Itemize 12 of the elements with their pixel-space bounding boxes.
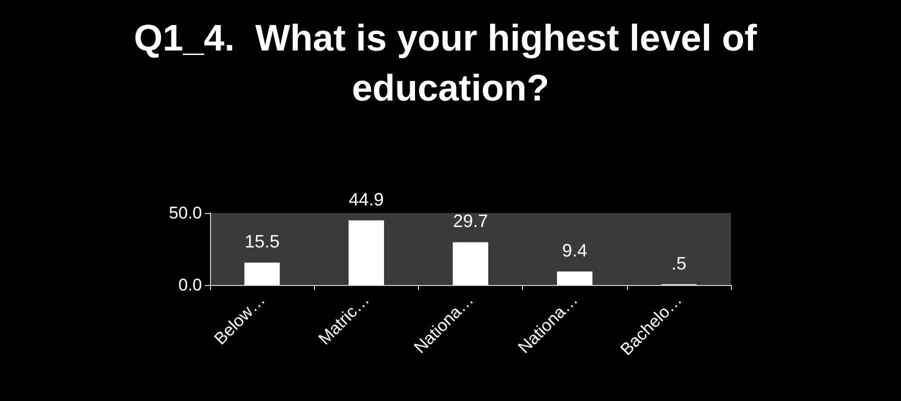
bar — [348, 220, 384, 285]
data-label: 29.7 — [452, 211, 488, 232]
bar — [452, 242, 488, 285]
data-label: 15.5 — [244, 232, 280, 252]
data-label: .5 — [671, 253, 686, 274]
bar — [556, 271, 592, 285]
data-label: 9.4 — [562, 240, 588, 260]
y-tick-label: 0.0 — [178, 276, 202, 294]
data-label: 44.9 — [348, 189, 384, 210]
chart-title: Q1_4. What is your highest level of education? — [134, 18, 768, 108]
y-tick-label: 50.0 — [168, 204, 202, 222]
bar — [244, 262, 280, 285]
